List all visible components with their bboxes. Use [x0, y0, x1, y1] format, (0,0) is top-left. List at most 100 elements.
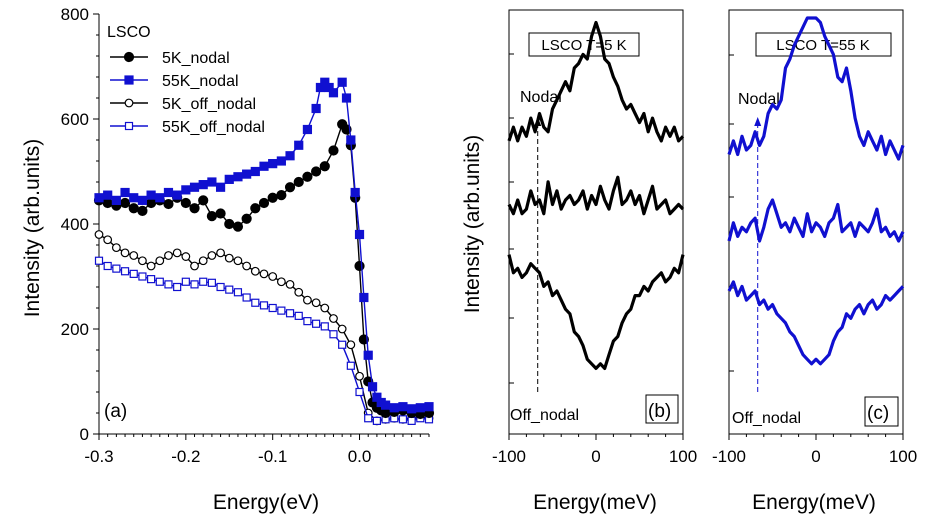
data-point-55K_off_nodal: [112, 264, 121, 273]
panel-a-ytick-label: 800: [61, 5, 89, 24]
data-point-55K_nodal: [268, 159, 278, 169]
panel-c-title: LSCO T=55 K: [776, 37, 870, 54]
panel-b-frame: [508, 9, 684, 435]
data-point-5K_off_nodal: [172, 248, 182, 258]
data-point-5K_off_nodal: [259, 269, 269, 279]
data-point-5K_off_nodal: [355, 371, 364, 381]
panel-a-xtick-label: -0.1: [258, 447, 287, 466]
panel-c-xlabel: Energy(meV): [752, 491, 876, 514]
panel-c-series-off_nodal: [727, 280, 905, 366]
data-point-5K_nodal: [276, 190, 287, 201]
data-point-5K_nodal: [146, 197, 157, 209]
panel-a-xtick-label: 0.0: [348, 447, 372, 466]
data-point-55K_nodal: [367, 382, 378, 392]
data-point-55K_nodal: [120, 187, 130, 198]
data-point-55K_off_nodal: [155, 277, 164, 286]
data-point-5K_nodal: [128, 203, 139, 214]
data-point-55K_off_nodal: [251, 298, 260, 307]
data-point-5K_off_nodal: [233, 256, 243, 266]
data-point-55K_nodal: [354, 229, 365, 240]
data-point-55K_off_nodal: [285, 309, 295, 318]
data-point-5K_nodal: [258, 197, 270, 209]
data-point-5K_off_nodal: [138, 256, 147, 266]
data-point-55K_off_nodal: [294, 311, 303, 320]
panel-a-ytick-label: 600: [61, 110, 89, 129]
data-point-5K_off_nodal: [155, 256, 165, 266]
data-point-5K_off_nodal: [303, 295, 312, 305]
data-point-55K_nodal: [250, 166, 260, 177]
data-point-55K_nodal: [424, 402, 434, 412]
data-point-5K_off_nodal: [129, 251, 139, 260]
data-point-55K_nodal: [242, 169, 252, 179]
data-point-5K_nodal: [354, 260, 365, 272]
data-point-5K_off_nodal: [250, 266, 260, 276]
data-point-55K_nodal: [359, 292, 369, 303]
data-point-55K_nodal: [337, 77, 347, 87]
data-point-55K_off_nodal: [120, 267, 130, 276]
data-point-55K_off_nodal: [190, 280, 199, 289]
data-point-55K_off_nodal: [259, 301, 269, 310]
data-point-55K_off_nodal: [181, 277, 190, 286]
data-point-5K_nodal: [319, 161, 330, 172]
data-point-55K_off_nodal: [338, 340, 347, 349]
panel-a-ytick-label: 400: [61, 215, 89, 234]
data-point-5K_off_nodal: [216, 248, 225, 258]
data-point-55K_nodal: [215, 182, 226, 192]
legend-marker: [124, 121, 134, 131]
panel-a-plot: Intensity (arb.units) Energy(eV) (a) LSC…: [21, 5, 435, 514]
panel-a-label: (a): [104, 401, 127, 422]
data-point-55K_nodal: [389, 403, 399, 413]
data-point-55K_off_nodal: [225, 285, 234, 294]
data-point-5K_nodal: [119, 197, 131, 209]
data-point-5K_nodal: [267, 192, 278, 203]
legend-marker: [124, 75, 134, 85]
data-point-5K_nodal: [293, 176, 304, 188]
data-point-5K_nodal: [380, 407, 391, 419]
data-point-55K_nodal: [111, 195, 121, 205]
data-point-55K_nodal: [311, 103, 321, 114]
panel-c-series-nodal: [727, 16, 905, 161]
legend-marker: [124, 98, 134, 108]
data-point-5K_nodal: [215, 208, 226, 219]
data-point-55K_nodal: [155, 193, 165, 203]
panel-b-label: (b): [648, 401, 671, 422]
data-point-55K_off_nodal: [199, 277, 208, 286]
data-point-55K_off_nodal: [138, 272, 147, 281]
data-point-55K_nodal: [398, 402, 408, 412]
data-point-5K_nodal: [232, 221, 244, 232]
panel-c-offnodal-label: Off_nodal: [732, 410, 801, 427]
panel-a-ytick-label: 200: [61, 320, 89, 339]
data-point-5K_off_nodal: [198, 256, 208, 266]
panel-b-offnodal-label: Off_nodal: [510, 407, 579, 424]
data-point-5K_off_nodal: [146, 261, 156, 271]
data-point-55K_off_nodal: [346, 361, 355, 370]
data-point-55K_nodal: [341, 93, 352, 103]
data-point-55K_nodal: [172, 190, 182, 200]
data-point-55K_nodal: [146, 190, 156, 200]
legend-label: 55K_nodal: [162, 73, 239, 90]
data-point-55K_nodal: [137, 195, 148, 205]
data-point-55K_off_nodal: [355, 387, 364, 397]
panel-c-series-middle: [727, 198, 905, 243]
data-point-55K_off_nodal: [277, 306, 286, 315]
data-point-55K_off_nodal: [303, 317, 312, 326]
data-point-55K_nodal: [415, 403, 425, 413]
data-point-55K_nodal: [328, 88, 339, 98]
legend-title: LSCO: [107, 24, 151, 41]
data-point-55K_nodal: [198, 180, 208, 190]
data-point-55K_off_nodal: [129, 269, 138, 278]
data-point-5K_nodal: [311, 166, 322, 177]
legend-label: 55K_off_nodal: [162, 119, 265, 136]
data-point-5K_off_nodal: [164, 251, 173, 260]
panel-c-arrow-head: [754, 117, 762, 126]
data-point-55K_off_nodal: [173, 282, 182, 292]
data-point-5K_off_nodal: [120, 248, 130, 258]
data-point-55K_nodal: [181, 185, 191, 195]
data-point-55K_nodal: [380, 400, 391, 410]
legend-marker: [123, 51, 135, 63]
data-point-55K_nodal: [350, 187, 360, 198]
data-point-5K_off_nodal: [242, 261, 252, 271]
data-point-55K_off_nodal: [94, 256, 104, 265]
data-point-5K_nodal: [250, 203, 261, 214]
